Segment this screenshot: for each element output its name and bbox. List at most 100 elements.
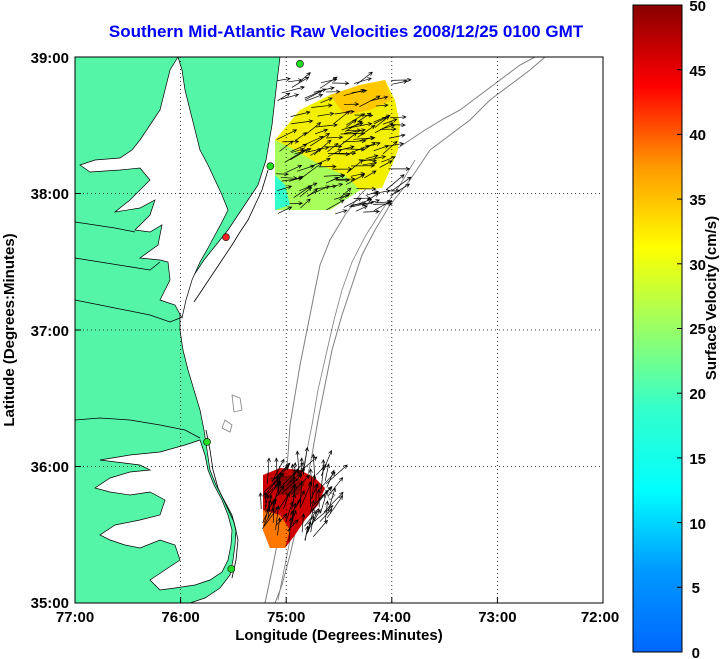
velocity-arrow	[304, 525, 310, 541]
velocity-arrow	[344, 128, 366, 134]
radar-station-marker	[222, 233, 230, 241]
velocity-arrow	[320, 97, 333, 104]
velocity-arrow	[325, 176, 339, 184]
velocity-arrow	[286, 164, 303, 173]
velocity-arrow	[335, 178, 351, 183]
velocity-arrow	[275, 172, 289, 177]
velocity-arrows-south	[258, 446, 348, 542]
colorbar-ticks	[677, 4, 682, 653]
velocity-arrow	[325, 89, 341, 94]
radar-station-marker	[203, 438, 211, 446]
velocity-arrow	[375, 103, 389, 108]
y-tick-label: 36:00	[31, 459, 69, 476]
velocity-arrow	[310, 515, 315, 533]
velocity-arrow	[347, 128, 362, 133]
y-tick-label: 39:00	[31, 50, 69, 67]
river-james	[75, 299, 181, 323]
colorbar-tick-label: 45	[689, 63, 706, 80]
velocity-arrow	[276, 513, 288, 525]
velocity-arrow	[314, 128, 329, 135]
velocity-arrow	[291, 490, 305, 515]
velocity-arrow	[282, 139, 300, 144]
velocity-arrow	[327, 152, 351, 157]
velocity-arrow	[361, 199, 381, 207]
colorbar	[632, 4, 683, 653]
velocity-arrow	[350, 172, 366, 177]
velocity-arrow	[290, 119, 314, 125]
velocity-arrow	[308, 481, 313, 507]
velocity-arrow	[364, 170, 377, 179]
velocity-arrow	[302, 162, 323, 178]
velocity-arrow	[381, 156, 396, 163]
velocity-arrow	[258, 492, 263, 509]
velocity-arrow	[340, 145, 355, 151]
velocity-arrow	[336, 176, 356, 182]
velocity-arrow	[355, 205, 369, 212]
velocity-arrow	[276, 465, 290, 480]
velocity-arrow	[327, 476, 344, 497]
velocity-arrow	[317, 111, 335, 117]
velocity-arrow	[340, 131, 366, 136]
velocity-arrows-north	[275, 71, 412, 215]
velocity-arrow	[311, 103, 333, 108]
velocity-arrow	[307, 185, 330, 197]
velocity-arrow	[326, 199, 345, 211]
velocity-arrow	[385, 174, 405, 191]
colorbar-tick-label: 0	[692, 645, 700, 659]
velocity-arrow	[305, 93, 324, 102]
velocity-arrow	[391, 77, 412, 82]
velocity-arrow	[312, 519, 329, 537]
radar-station-marker	[266, 162, 275, 170]
velocity-arrow	[270, 485, 285, 506]
velocity-arrow	[320, 489, 329, 514]
velocity-arrow	[280, 93, 300, 100]
velocity-arrow	[301, 513, 306, 533]
velocity-arrow	[299, 182, 318, 192]
velocity-arrow	[290, 144, 308, 153]
colorbar-tick-label: 25	[689, 321, 706, 338]
velocity-arrow	[313, 86, 335, 93]
velocity-arrow	[267, 498, 272, 518]
radar-stations	[203, 60, 304, 573]
x-tick-label: 75:00	[267, 609, 305, 626]
velocity-arrow	[327, 142, 339, 152]
y-tick-label: 35:00	[31, 595, 69, 612]
velocity-arrow	[277, 517, 282, 536]
velocity-arrow	[379, 160, 393, 168]
velocity-arrow	[391, 79, 408, 85]
velocity-arrow	[339, 187, 352, 198]
velocity-arrow	[326, 469, 335, 488]
colorbar-tick-label: 20	[689, 386, 706, 403]
velocity-arrow	[276, 129, 298, 140]
velocity-arrow	[310, 148, 323, 156]
colorbar-tick-label: 10	[689, 516, 706, 533]
current-field-north-green	[275, 140, 360, 210]
tick-marks	[74, 56, 604, 604]
velocity-arrow	[311, 508, 321, 526]
river-rappahannock	[75, 257, 161, 271]
velocity-arrow	[371, 95, 389, 101]
velocity-arrow	[365, 154, 379, 160]
velocity-arrow	[309, 499, 315, 515]
velocity-arrow	[391, 176, 412, 192]
velocity-arrow	[309, 133, 331, 147]
velocity-arrow	[346, 159, 364, 174]
velocity-arrow	[333, 110, 351, 124]
velocity-arrow	[353, 77, 372, 84]
velocity-arrow	[264, 494, 270, 511]
velocity-arrow	[390, 115, 407, 120]
velocity-arrow	[290, 149, 309, 161]
velocity-arrow	[374, 115, 390, 128]
velocity-arrow	[308, 468, 313, 486]
velocity-arrow	[299, 187, 313, 198]
velocity-arrow	[277, 77, 291, 82]
x-tick-label: 76:00	[161, 609, 199, 626]
velocity-arrow	[346, 113, 366, 126]
velocity-arrow	[341, 122, 364, 131]
velocity-arrow	[312, 486, 333, 507]
velocity-arrow	[345, 174, 366, 185]
velocity-arrow	[375, 199, 392, 205]
chesapeake-bay	[79, 57, 229, 319]
velocity-arrow	[304, 510, 317, 527]
velocity-arrow	[304, 90, 323, 101]
